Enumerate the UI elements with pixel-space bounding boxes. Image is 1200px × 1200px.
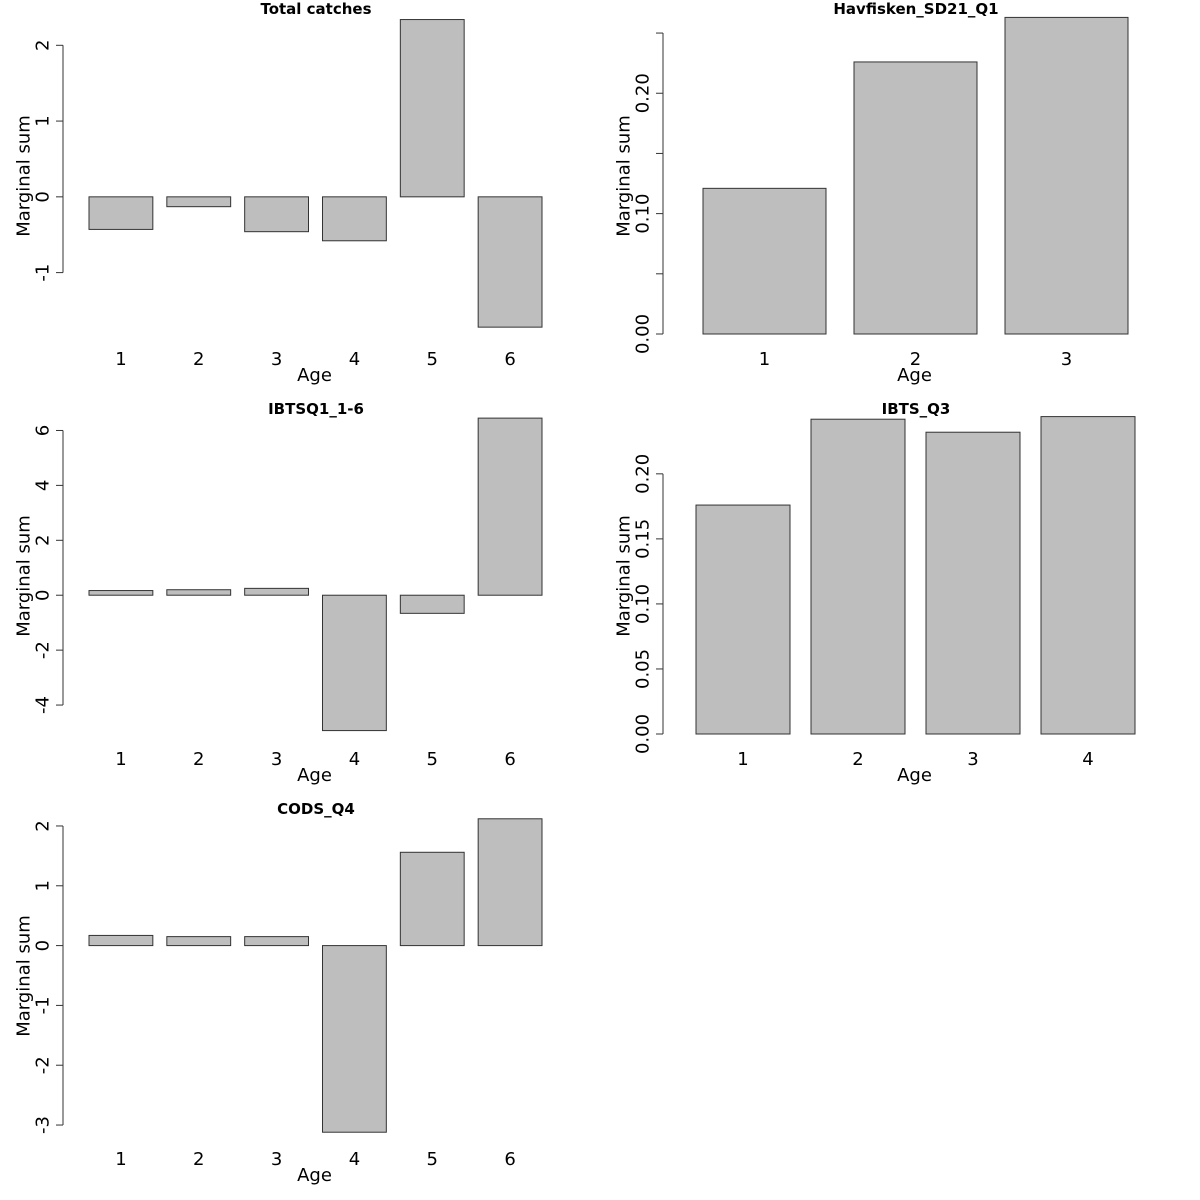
y-tick-label-panel2: 0.10: [633, 194, 654, 234]
x-axis-label-panel2: Age: [897, 365, 932, 386]
x-tick-label-panel5-1: 1: [115, 1149, 126, 1170]
bar-panel2-age-2: [853, 61, 978, 335]
bar-panel5-age-4: [322, 945, 387, 1133]
bar-panel1-age-3: [244, 196, 310, 233]
bar-panel3-age-5: [399, 594, 465, 614]
bar-panel3-age-3: [244, 587, 310, 596]
panel-title-2: Havfisken_SD21_Q1: [833, 0, 998, 18]
x-tick-label-panel3-5: 5: [427, 749, 438, 770]
x-tick-label-panel5-6: 6: [504, 1149, 515, 1170]
x-tick-label-panel4-1: 1: [737, 749, 748, 770]
bar-panel5-age-3: [244, 936, 310, 947]
y-axis-label-panel3: Marginal sum: [14, 515, 35, 637]
panel-title-1: Total catches: [260, 0, 371, 18]
x-tick-label-panel3-2: 2: [193, 749, 204, 770]
y-tick-label-panel2: 0.20: [633, 73, 654, 113]
y-tick-label-panel3: 4: [33, 480, 54, 491]
bar-panel2-age-1: [702, 187, 827, 335]
panel-title-3: IBTSQ1_1-6: [268, 400, 364, 418]
x-tick-label-panel4-3: 3: [967, 749, 978, 770]
bar-panel5-age-1: [88, 934, 154, 947]
bar-panel4-age-3: [925, 431, 1021, 735]
x-tick-label-panel1-2: 2: [193, 349, 204, 370]
bar-panel4-age-1: [695, 504, 791, 735]
bar-panel5-age-2: [166, 936, 232, 947]
x-tick-label-panel2-2: 2: [910, 349, 921, 370]
y-tick-label-panel1: 1: [33, 115, 54, 126]
bar-panel1-age-5: [399, 19, 465, 198]
y-tick-label-panel4: 0.20: [633, 454, 654, 494]
bar-panel4-age-2: [810, 418, 906, 735]
y-tick-label-panel5: 1: [33, 880, 54, 891]
x-tick-label-panel1-1: 1: [115, 349, 126, 370]
y-tick-label-panel5: -3: [33, 1116, 54, 1134]
x-tick-label-panel3-1: 1: [115, 749, 126, 770]
y-tick-label-panel3: -4: [33, 696, 54, 714]
bar-panel4-age-4: [1040, 416, 1136, 735]
y-tick-label-panel2: 0.00: [633, 314, 654, 354]
x-tick-label-panel5-3: 3: [271, 1149, 282, 1170]
y-tick-label-panel5: -2: [33, 1056, 54, 1074]
y-tick-label-panel5: 0: [33, 940, 54, 951]
bar-panel3-age-4: [322, 594, 387, 732]
bar-panel2-age-3: [1004, 16, 1129, 335]
bar-panel5-age-5: [399, 851, 465, 947]
x-tick-label-panel5-4: 4: [349, 1149, 360, 1170]
y-axis-label-panel4: Marginal sum: [614, 515, 635, 637]
x-tick-label-panel1-3: 3: [271, 349, 282, 370]
y-tick-label-panel3: 2: [33, 535, 54, 546]
x-tick-label-panel5-2: 2: [193, 1149, 204, 1170]
bar-panel5-age-6: [477, 818, 543, 947]
x-tick-label-panel3-3: 3: [271, 749, 282, 770]
y-tick-label-panel4: 0.05: [633, 649, 654, 689]
x-tick-label-panel2-1: 1: [759, 349, 770, 370]
panel-title-4: IBTS_Q3: [882, 400, 951, 418]
y-tick-label-panel5: -1: [33, 996, 54, 1014]
x-axis-label-panel1: Age: [297, 365, 332, 386]
y-tick-label-panel1: 2: [33, 40, 54, 51]
y-tick-label-panel4: 0.00: [633, 714, 654, 754]
panel-title-5: CODS_Q4: [277, 800, 355, 818]
x-axis-label-panel4: Age: [897, 765, 932, 786]
bar-panel1-age-4: [322, 196, 387, 242]
bar-panel1-age-1: [88, 196, 154, 230]
x-tick-label-panel4-4: 4: [1082, 749, 1093, 770]
y-tick-label-panel1: -1: [33, 264, 54, 282]
y-tick-label-panel1: 0: [33, 191, 54, 202]
bar-panel1-age-2: [166, 196, 232, 208]
y-axis-label-panel1: Marginal sum: [14, 115, 35, 237]
x-tick-label-panel3-6: 6: [504, 749, 515, 770]
y-tick-label-panel4: 0.10: [633, 584, 654, 624]
bar-panel1-age-6: [477, 196, 543, 328]
x-axis-label-panel3: Age: [297, 765, 332, 786]
x-tick-label-panel3-4: 4: [349, 749, 360, 770]
y-tick-label-panel3: 6: [33, 425, 54, 436]
bar-panel3-age-6: [477, 417, 543, 596]
bar-panel3-age-2: [166, 589, 232, 596]
x-tick-label-panel1-5: 5: [427, 349, 438, 370]
x-tick-label-panel4-2: 2: [852, 749, 863, 770]
x-axis-label-panel5: Age: [297, 1165, 332, 1186]
y-tick-label-panel3: 0: [33, 589, 54, 600]
x-tick-label-panel1-4: 4: [349, 349, 360, 370]
bar-panel3-age-1: [88, 590, 154, 596]
y-axis-label-panel2: Marginal sum: [614, 115, 635, 237]
x-tick-label-panel2-3: 3: [1061, 349, 1072, 370]
y-tick-label-panel5: 2: [33, 820, 54, 831]
x-tick-label-panel5-5: 5: [427, 1149, 438, 1170]
y-tick-label-panel3: -2: [33, 641, 54, 659]
y-axis-label-panel5: Marginal sum: [14, 915, 35, 1037]
y-tick-label-panel4: 0.15: [633, 519, 654, 559]
x-tick-label-panel1-6: 6: [504, 349, 515, 370]
